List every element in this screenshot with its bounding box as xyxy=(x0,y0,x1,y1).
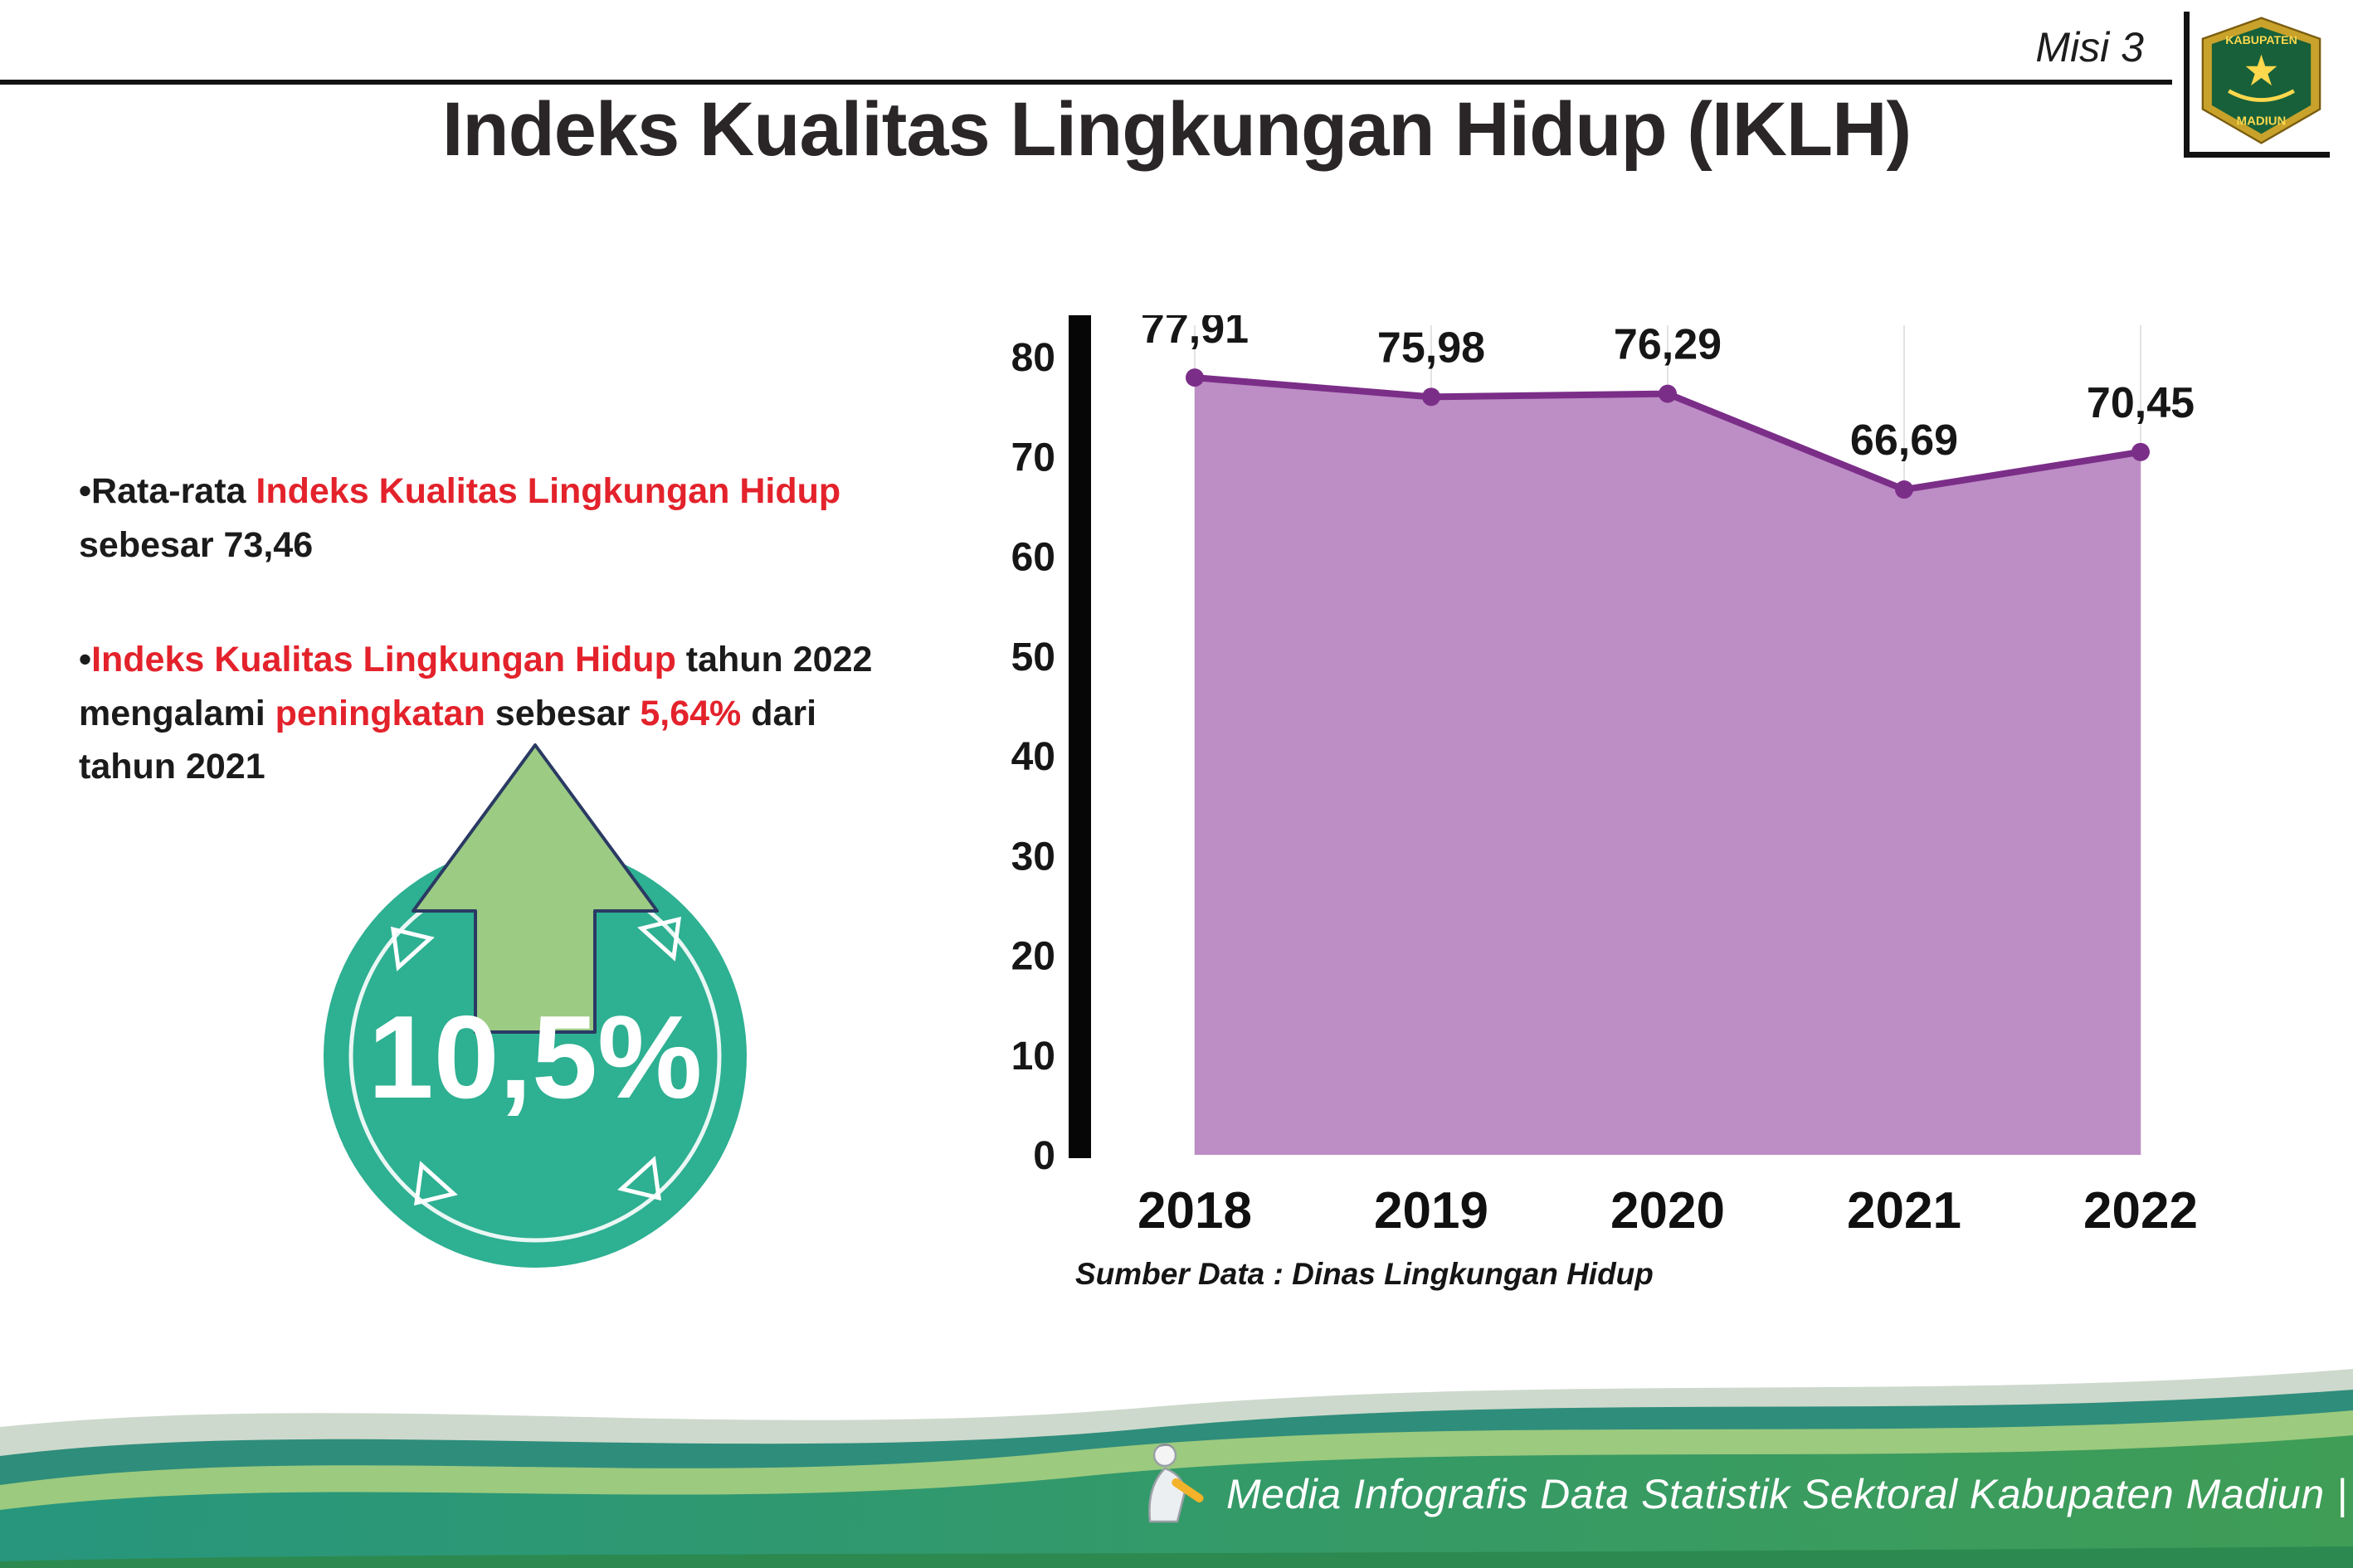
up-arrow-icon xyxy=(412,743,659,1034)
data-point xyxy=(2131,442,2150,461)
bullet-average-iklh: •Rata-rata Indeks Kualitas Lingkungan Hi… xyxy=(79,465,917,572)
bullet2-text1: tahun 2022 mengalami xyxy=(79,640,873,733)
mascot-body xyxy=(1148,1467,1186,1523)
data-point xyxy=(1422,387,1440,407)
kabupaten-madiun-logo-icon: KABUPATEN MADIUN xyxy=(2201,17,2321,144)
bullet2-highlight3: 5,64% xyxy=(640,693,742,733)
mascot-icon xyxy=(1148,1443,1204,1523)
mascot-head xyxy=(1152,1443,1177,1468)
badge-value: 10,5% xyxy=(368,991,703,1123)
logo-shield-inner xyxy=(2211,27,2312,134)
data-label: 75,98 xyxy=(1377,324,1485,372)
bullet1-text-end: sebesar 73,46 xyxy=(79,524,314,565)
logo-text-bottom: MADIUN xyxy=(2237,114,2287,128)
badge-triangle-icon xyxy=(637,916,682,962)
page-title: Indeks Kualitas Lingkungan Hidup (IKLH) xyxy=(441,87,1912,172)
data-label: 77,91 xyxy=(1141,315,1249,353)
y-tick-label: 30 xyxy=(1011,835,1055,879)
y-tick-label: 0 xyxy=(1033,1134,1055,1178)
badge-circle xyxy=(324,845,747,1268)
logo-frame: KABUPATEN MADIUN xyxy=(2184,12,2330,158)
bullet2-text2: sebesar xyxy=(485,693,641,733)
data-point xyxy=(1659,384,1677,403)
y-axis-bar xyxy=(1069,315,1091,1158)
misi-label: Misi 3 xyxy=(2035,24,2144,71)
mascot-pencil xyxy=(1172,1478,1204,1502)
bullet1-highlight: Indeks Kualitas Lingkungan Hidup xyxy=(256,471,841,511)
logo-text-top: KABUPATEN xyxy=(2225,33,2297,46)
bullet2-text-end: dari tahun 2021 xyxy=(79,693,817,787)
iklh-area-chart: 0 10 20 30 40 50 60 70 80 77,91 2018 75,98 2019 76,29… xyxy=(1011,315,2198,1239)
data-point xyxy=(1895,480,1913,499)
top-rule-line xyxy=(0,80,2172,85)
y-tick-label: 10 xyxy=(1011,1035,1055,1079)
data-label: 76,29 xyxy=(1614,321,1722,369)
badge-triangle-icon xyxy=(390,926,435,971)
bullet2-dot: • xyxy=(79,640,92,679)
y-tick-label: 40 xyxy=(1011,735,1055,779)
x-tick-label: 2022 xyxy=(2083,1182,2198,1239)
bullet1-text: •Rata-rata xyxy=(79,471,256,511)
y-tick-label: 50 xyxy=(1011,635,1055,679)
y-tick-label: 60 xyxy=(1011,536,1055,580)
y-tick-label: 70 xyxy=(1011,436,1055,480)
y-tick-label: 20 xyxy=(1011,935,1055,979)
bullet-increase-2022: •Indeks Kualitas Lingkungan Hidup tahun … xyxy=(79,633,917,794)
area-fill xyxy=(1195,377,2141,1155)
data-label: 70,45 xyxy=(2087,379,2195,427)
x-tick-label: 2021 xyxy=(1847,1182,1961,1239)
wave-bottom-edge xyxy=(0,1546,2353,1568)
badge-triangle-icon xyxy=(617,1156,662,1201)
increase-badge: 10,5% xyxy=(324,743,747,1268)
bullet2-highlight2: peningkatan xyxy=(275,693,485,733)
y-tick-label: 80 xyxy=(1011,336,1055,380)
data-label: 66,69 xyxy=(1850,416,1958,465)
source-note: Sumber Data : Dinas Lingkungan Hidup xyxy=(1075,1257,1654,1291)
badge-triangle-icon xyxy=(413,1161,458,1206)
mascot-hair xyxy=(1157,1444,1175,1449)
x-tick-label: 2019 xyxy=(1374,1182,1488,1239)
data-point xyxy=(1186,368,1204,387)
summary-bullets: •Rata-rata Indeks Kualitas Lingkungan Hi… xyxy=(79,465,917,855)
logo-ribbon xyxy=(2228,89,2295,102)
x-tick-label: 2018 xyxy=(1138,1182,1252,1239)
logo-star-icon xyxy=(2245,54,2277,86)
x-tick-label: 2020 xyxy=(1610,1182,1725,1239)
bullet2-highlight1: Indeks Kualitas Lingkungan Hidup xyxy=(91,640,676,679)
footer-credit: Media Infografis Data Statistik Sektoral… xyxy=(1226,1471,2348,1517)
